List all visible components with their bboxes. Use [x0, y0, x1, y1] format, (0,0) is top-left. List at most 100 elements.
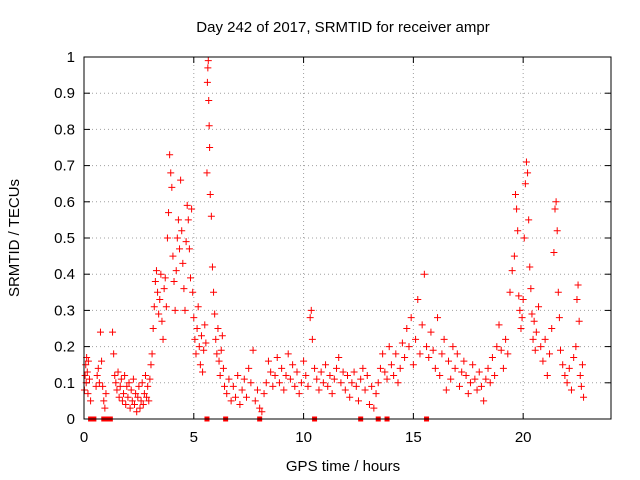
data-point: [346, 393, 354, 401]
data-point: [357, 375, 365, 383]
data-point: [317, 368, 325, 376]
data-point: [387, 361, 395, 369]
data-point: [81, 372, 89, 380]
data-point: [493, 343, 501, 351]
data-point: [102, 390, 110, 398]
data-point: [163, 234, 171, 242]
data-point: [183, 201, 191, 209]
data-point: [313, 375, 321, 383]
data-point: [128, 397, 136, 405]
data-point: [306, 314, 314, 322]
data-point: [438, 350, 446, 358]
data-point: [521, 180, 529, 188]
data-point: [166, 151, 174, 159]
data-point: [488, 353, 496, 361]
data-point: [302, 372, 310, 380]
data-point: [214, 325, 222, 332]
data-point: [136, 404, 144, 412]
data-point: [392, 350, 400, 358]
data-point: [194, 303, 202, 311]
data-point: [203, 78, 211, 86]
plot-frame: [83, 56, 612, 420]
data-point: [359, 364, 367, 372]
data-point: [240, 375, 248, 383]
data-point: [144, 382, 152, 390]
data-point: [328, 390, 336, 398]
data-point: [575, 317, 583, 325]
data-point: [532, 328, 540, 336]
data-point: [510, 252, 518, 260]
data-point: [210, 288, 218, 296]
data-point: [173, 234, 181, 242]
data-point: [180, 285, 188, 293]
data-point: [171, 306, 179, 314]
data-point: [120, 390, 128, 398]
data-point: [202, 339, 210, 347]
data-point: [118, 397, 126, 405]
data-point: [271, 372, 279, 380]
data-point: [126, 404, 134, 412]
data-point: [341, 386, 349, 394]
data-points: [80, 57, 588, 416]
data-point: [403, 325, 411, 332]
data-point: [330, 375, 338, 383]
data-point: [442, 386, 450, 394]
data-point: [484, 364, 492, 372]
data-point: [535, 303, 543, 311]
data-point: [161, 274, 169, 282]
data-point: [95, 379, 103, 387]
data-point: [543, 372, 551, 380]
data-point: [394, 379, 402, 387]
data-point: [186, 274, 194, 282]
data-point: [182, 238, 190, 246]
data-point: [154, 288, 162, 296]
x-tick-label: 20: [515, 429, 532, 446]
data-point: [453, 350, 461, 358]
data-point: [124, 393, 132, 401]
y-tick-label: 0.5: [54, 230, 75, 247]
data-point: [156, 296, 164, 304]
data-point: [117, 375, 125, 383]
data-point: [113, 386, 121, 394]
data-point: [278, 364, 286, 372]
data-point: [132, 390, 140, 398]
data-point: [315, 386, 323, 394]
data-point: [212, 335, 220, 343]
data-point: [227, 397, 235, 405]
data-point: [379, 350, 387, 358]
data-point: [143, 393, 151, 401]
data-point: [185, 245, 193, 253]
data-point: [418, 321, 426, 329]
data-point: [525, 216, 533, 224]
data-point: [556, 346, 564, 354]
data-point: [159, 335, 167, 343]
data-point: [550, 248, 558, 256]
data-point: [524, 169, 532, 177]
data-point: [319, 379, 327, 387]
data-point: [506, 288, 514, 296]
data-point: [92, 382, 100, 390]
data-point: [363, 372, 371, 380]
data-point: [200, 346, 208, 354]
data-point: [471, 375, 479, 383]
data-point: [574, 281, 582, 289]
data-point: [141, 372, 149, 380]
data-point: [462, 372, 470, 380]
y-tick-label: 1: [67, 49, 75, 66]
data-point: [100, 397, 108, 405]
data-point: [219, 364, 227, 372]
data-point: [572, 343, 580, 351]
data-point: [211, 310, 219, 318]
data-point: [455, 382, 463, 390]
data-point: [383, 375, 391, 383]
data-point: [87, 397, 95, 405]
data-point: [352, 382, 360, 390]
data-point: [519, 296, 527, 304]
data-point: [170, 277, 178, 285]
data-point: [567, 386, 575, 394]
data-point: [520, 234, 528, 242]
data-point: [122, 401, 130, 409]
data-point: [522, 158, 530, 166]
data-point: [354, 397, 362, 405]
data-point: [374, 379, 382, 387]
